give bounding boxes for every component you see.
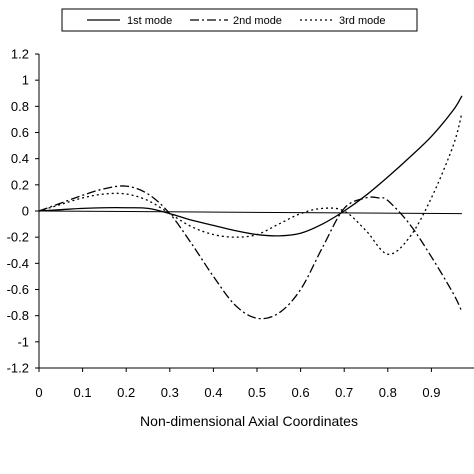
plot-lines bbox=[38, 95, 463, 320]
x-axis-ticks: 0 0.1 0.2 0.3 0.4 0.5 0.6 0.7 0.8 0.9 bbox=[35, 368, 440, 400]
y-tick-label: 0.8 bbox=[11, 99, 29, 114]
x-tick-label: 0.2 bbox=[117, 385, 135, 400]
series-line-1 bbox=[38, 95, 463, 237]
y-tick-label: 1.2 bbox=[11, 47, 29, 62]
y-tick-label: -1.2 bbox=[7, 361, 29, 376]
y-tick-label: -0.6 bbox=[7, 282, 29, 297]
y-tick-label: 0 bbox=[22, 204, 29, 219]
x-tick-label: 0.5 bbox=[248, 385, 266, 400]
x-tick-label: 0.9 bbox=[422, 385, 440, 400]
series-line-2 bbox=[38, 185, 463, 320]
x-tick-label: 0.8 bbox=[379, 385, 397, 400]
y-tick-label: -0.4 bbox=[7, 256, 29, 271]
x-tick-label: 0.3 bbox=[161, 385, 179, 400]
x-tick-label: 0.6 bbox=[292, 385, 310, 400]
legend-box bbox=[61, 8, 418, 32]
x-tick-label: 0.1 bbox=[74, 385, 92, 400]
y-tick-label: -0.8 bbox=[7, 308, 29, 323]
x-tick-label: 0.7 bbox=[335, 385, 353, 400]
y-tick-label: -0.2 bbox=[7, 230, 29, 245]
legend-label-3rd-mode: 3rd mode bbox=[339, 15, 385, 27]
y-tick-label: -1 bbox=[17, 334, 29, 349]
reference-line bbox=[38, 210, 462, 215]
legend-label-1st-mode: 1st mode bbox=[127, 15, 172, 27]
y-tick-label: 0.6 bbox=[11, 125, 29, 140]
x-axis-title: Non-dimensional Axial Coordinates bbox=[140, 413, 358, 429]
y-axis-ticks: 1.2 1 0.8 0.6 0.4 0.2 0 -0.2 -0.4 -0.6 -0.8 -1 -1.2 bbox=[7, 47, 39, 376]
y-tick-label: 0.4 bbox=[11, 151, 29, 166]
y-tick-label: 0.2 bbox=[11, 177, 29, 192]
x-tick-label: 0 bbox=[35, 385, 42, 400]
series-line-3 bbox=[38, 112, 463, 255]
legend-label-2nd-mode: 2nd mode bbox=[233, 15, 282, 27]
legend: 1st mode 2nd mode 3rd mode bbox=[61, 8, 418, 32]
x-tick-label: 0.4 bbox=[204, 385, 222, 400]
y-tick-label: 1 bbox=[22, 73, 29, 88]
